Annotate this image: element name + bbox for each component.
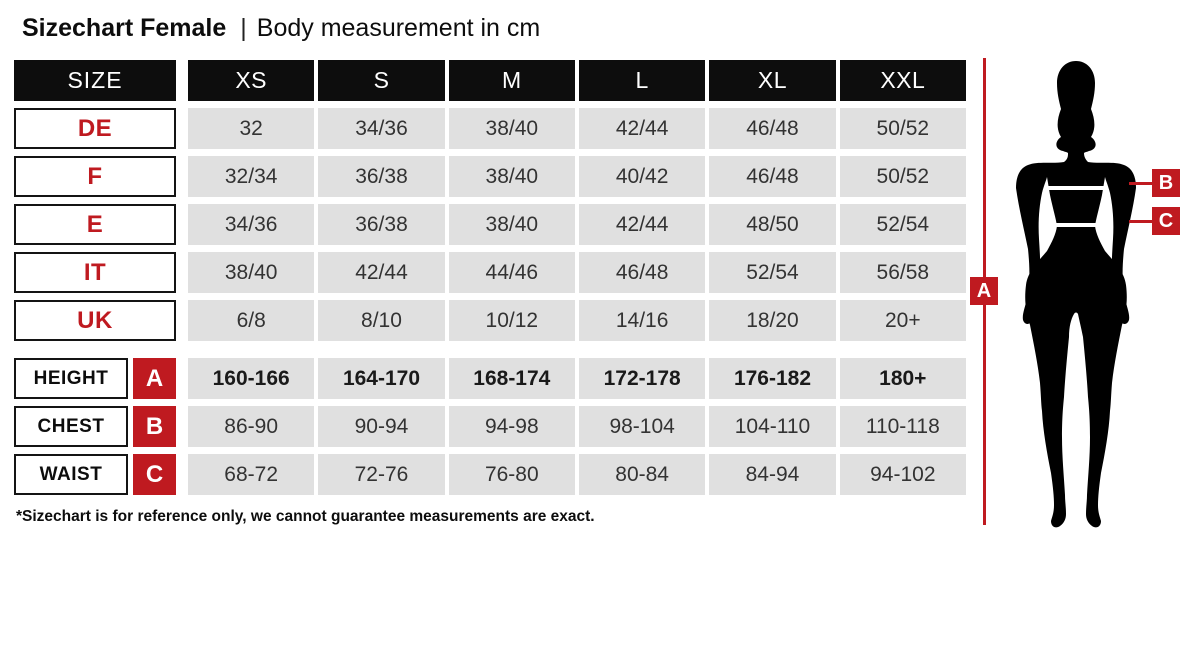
- table-cell: 10/12: [448, 300, 575, 341]
- table-cell: 36/38: [318, 156, 445, 197]
- table-cell: 38/40: [448, 204, 575, 245]
- table-row-height: HEIGHT A 160-166 164-170 168-174 172-178…: [14, 358, 966, 399]
- table-cell: 48/50: [709, 204, 836, 245]
- header-s: S: [318, 60, 445, 101]
- table-cell: 80-84: [578, 454, 706, 495]
- table-cell: 34/36: [188, 204, 315, 245]
- table-cell: 104-110: [709, 406, 836, 447]
- waist-pointer-dash: [1129, 220, 1153, 223]
- row-label-uk: UK: [14, 300, 176, 341]
- table-header-row: SIZE XS S M L XL XXL: [14, 60, 966, 101]
- figure-marker-c: C: [1152, 207, 1180, 235]
- row-label-de: DE: [14, 108, 176, 149]
- table-row-waist: WAIST C 68-72 72-76 76-80 80-84 84-94 94…: [14, 454, 966, 495]
- table-cell: 50/52: [839, 108, 966, 149]
- header-xs: XS: [188, 60, 315, 101]
- table-cell: 20+: [839, 300, 966, 341]
- table-cell: 14/16: [578, 300, 706, 341]
- body-measurement-figure: A B C: [958, 55, 1192, 537]
- table-cell: 44/46: [448, 252, 575, 293]
- row-label-chest: CHEST: [14, 406, 128, 447]
- female-silhouette: [1016, 61, 1136, 528]
- table-cell: 52/54: [709, 252, 836, 293]
- table-cell: 90-94: [318, 406, 445, 447]
- row-label-waist: WAIST: [14, 454, 128, 495]
- marker-c-badge: C: [133, 454, 176, 495]
- table-cell: 50/52: [839, 156, 966, 197]
- table-cell: 84-94: [709, 454, 836, 495]
- table-cell: 56/58: [839, 252, 966, 293]
- marker-b-badge: B: [133, 406, 176, 447]
- figure-marker-b: B: [1152, 169, 1180, 197]
- table-cell: 86-90: [188, 406, 315, 447]
- table-cell: 160-166: [188, 358, 315, 399]
- table-cell: 176-182: [709, 358, 836, 399]
- table-row-f: F 32/34 36/38 38/40 40/42 46/48 50/52: [14, 156, 966, 197]
- page-title: Sizechart Female | Body measurement in cm: [22, 14, 540, 43]
- table-cell: 164-170: [318, 358, 445, 399]
- table-cell: 42/44: [578, 204, 706, 245]
- table-cell: 8/10: [318, 300, 445, 341]
- table-cell: 32: [188, 108, 315, 149]
- chest-pointer-dash: [1129, 182, 1153, 185]
- figure-marker-a: A: [970, 277, 998, 305]
- table-cell: 72-76: [318, 454, 445, 495]
- disclaimer-footnote: *Sizechart is for reference only, we can…: [16, 508, 595, 525]
- row-label-height: HEIGHT: [14, 358, 128, 399]
- header-xxl: XXL: [839, 60, 966, 101]
- title-separator: |: [240, 14, 247, 42]
- table-cell: 172-178: [578, 358, 706, 399]
- table-cell: 38/40: [188, 252, 315, 293]
- table-cell: 180+: [839, 358, 966, 399]
- table-cell: 110-118: [839, 406, 966, 447]
- table-cell: 42/44: [578, 108, 706, 149]
- header-size: SIZE: [14, 60, 176, 101]
- table-cell: 46/48: [578, 252, 706, 293]
- table-cell: 38/40: [448, 108, 575, 149]
- table-cell: 42/44: [318, 252, 445, 293]
- table-row-uk: UK 6/8 8/10 10/12 14/16 18/20 20+: [14, 300, 966, 341]
- table-cell: 36/38: [318, 204, 445, 245]
- header-xl: XL: [709, 60, 836, 101]
- table-cell: 40/42: [578, 156, 706, 197]
- sizechart-table: SIZE XS S M L XL XXL DE 32 34/36 38/40 4…: [14, 60, 966, 502]
- table-cell: 76-80: [448, 454, 575, 495]
- title-main: Sizechart Female: [22, 14, 227, 42]
- table-cell: 32/34: [188, 156, 315, 197]
- table-cell: 18/20: [709, 300, 836, 341]
- table-row-e: E 34/36 36/38 38/40 42/44 48/50 52/54: [14, 204, 966, 245]
- chest-measure-line: [1046, 186, 1106, 190]
- table-cell: 52/54: [839, 204, 966, 245]
- table-cell: 38/40: [448, 156, 575, 197]
- row-label-f: F: [14, 156, 176, 197]
- row-label-e: E: [14, 204, 176, 245]
- header-m: M: [448, 60, 575, 101]
- table-cell: 94-98: [448, 406, 575, 447]
- table-row-it: IT 38/40 42/44 44/46 46/48 52/54 56/58: [14, 252, 966, 293]
- marker-a-badge: A: [133, 358, 176, 399]
- table-cell: 34/36: [318, 108, 445, 149]
- table-row-chest: CHEST B 86-90 90-94 94-98 98-104 104-110…: [14, 406, 966, 447]
- table-cell: 94-102: [839, 454, 966, 495]
- table-cell: 46/48: [709, 156, 836, 197]
- table-cell: 98-104: [578, 406, 706, 447]
- header-l: L: [578, 60, 706, 101]
- table-row-de: DE 32 34/36 38/40 42/44 46/48 50/52: [14, 108, 966, 149]
- row-label-it: IT: [14, 252, 176, 293]
- title-subtitle: Body measurement in cm: [256, 14, 541, 42]
- waist-measure-line: [1054, 223, 1098, 227]
- table-cell: 68-72: [188, 454, 315, 495]
- table-cell: 46/48: [709, 108, 836, 149]
- table-cell: 6/8: [188, 300, 315, 341]
- table-cell: 168-174: [448, 358, 575, 399]
